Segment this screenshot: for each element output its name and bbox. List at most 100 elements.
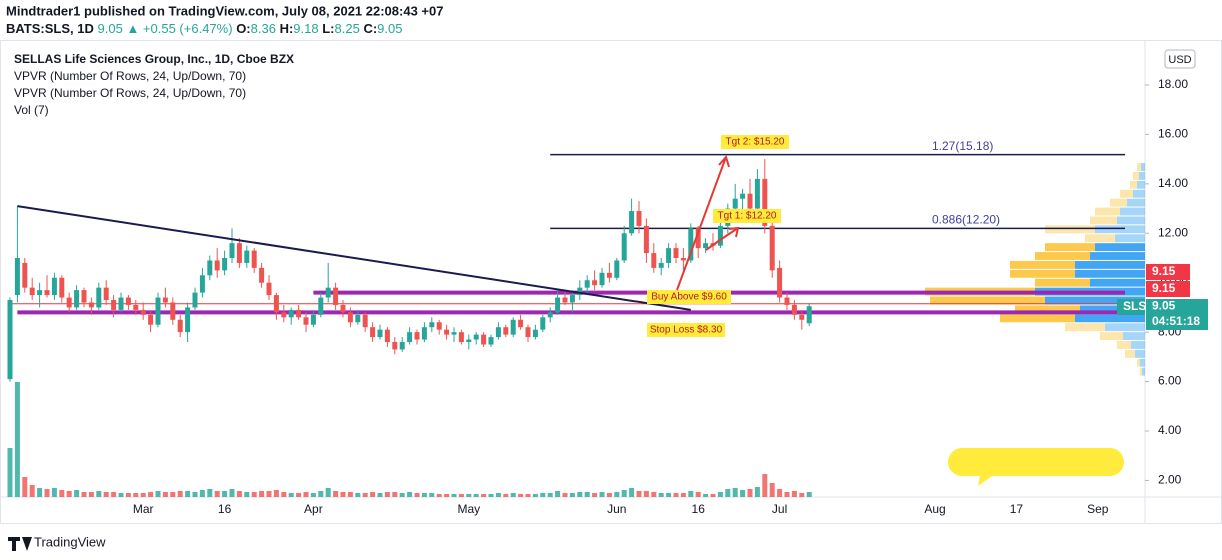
volume-bar	[288, 493, 294, 497]
footer[interactable]: TradingView	[34, 534, 106, 549]
volume-bar	[103, 492, 109, 497]
volume-bar	[777, 489, 783, 497]
symbol: BATS:SLS, 1D	[6, 21, 94, 36]
callout: Buy Above $9.60	[651, 292, 727, 303]
candle-body	[629, 211, 635, 234]
ohlc-value: 8.25	[335, 21, 360, 36]
volume-bar	[429, 493, 435, 497]
volume-bar	[170, 492, 176, 497]
vpvr-up	[1135, 349, 1145, 358]
last: 9.05	[98, 21, 123, 36]
candle-body	[599, 272, 605, 286]
tv-logo[interactable]	[8, 537, 32, 551]
volume-bar	[199, 490, 205, 497]
ohlc-value: 8.36	[251, 21, 276, 36]
candle-body	[429, 322, 435, 328]
candle-body	[207, 260, 213, 276]
vpvr-up	[1137, 180, 1145, 189]
candle-body	[614, 260, 620, 278]
vpvr-down	[1065, 323, 1105, 332]
volume-bar	[236, 491, 242, 497]
volume-bar	[347, 492, 353, 497]
volume-bar	[606, 493, 612, 497]
vpvr-up	[1075, 314, 1145, 323]
volume-bar	[503, 494, 509, 497]
candle-body	[769, 225, 775, 271]
volume-bar	[651, 492, 657, 497]
candle-body	[162, 297, 168, 303]
volume-bar	[325, 488, 331, 497]
candle-body	[303, 317, 309, 325]
vpvr-up	[1075, 260, 1145, 269]
x-tick-label: Mar	[133, 502, 154, 516]
candle-body	[606, 272, 612, 278]
x-tick-label: Aug	[924, 502, 945, 516]
candle-body	[695, 228, 701, 249]
volume-bar	[340, 492, 346, 497]
volume-bar	[540, 493, 546, 497]
volume-bar	[518, 494, 524, 497]
candle-body	[732, 198, 738, 209]
candle-body	[370, 327, 376, 338]
level-label: 0.886(12.20)	[932, 213, 1000, 227]
ohlc-value: 9.18	[293, 21, 318, 36]
vpvr-up	[1141, 163, 1145, 171]
vpvr-down	[1120, 189, 1133, 198]
volume-bar	[281, 492, 287, 497]
price-tag	[1146, 264, 1190, 280]
callout: Stop Loss $8.30	[650, 325, 723, 336]
candle-body	[222, 257, 228, 271]
volume-bar	[244, 492, 250, 497]
candle-body	[185, 307, 191, 333]
volume-bar	[532, 494, 538, 497]
y-tick-label: 4.00	[1158, 423, 1182, 437]
candle-body	[555, 297, 561, 313]
volume-bar	[192, 492, 198, 497]
candle-body	[473, 334, 479, 340]
vpvr-down	[1010, 260, 1075, 269]
volume-bar	[547, 493, 553, 497]
price-tag	[1146, 281, 1190, 297]
vpvr-down	[1117, 341, 1131, 349]
candle-body	[362, 314, 368, 328]
candle-body	[466, 339, 472, 343]
candle-body	[754, 178, 760, 209]
candle-body	[37, 290, 43, 296]
volume-bar	[473, 494, 479, 497]
volume-bar	[125, 493, 131, 497]
y-tick-label: 6.00	[1158, 374, 1182, 388]
vpvr-up	[1080, 305, 1145, 314]
volume-bar	[111, 492, 117, 497]
candle-body	[288, 309, 294, 318]
volume-bar	[799, 493, 805, 497]
vpvr-up	[1090, 278, 1145, 287]
candle-body	[762, 178, 768, 226]
volume-bar	[399, 493, 405, 497]
volume-bar	[569, 493, 575, 497]
volume-bar	[629, 488, 635, 497]
vpvr-down	[1133, 171, 1139, 180]
candle-body	[29, 287, 35, 296]
volume-bar	[488, 494, 494, 497]
candle-body	[74, 290, 80, 308]
legend-item: SELLAS Life Sciences Group, Inc., 1D, Cb…	[14, 52, 294, 66]
volume-bar	[495, 493, 501, 497]
candle-body	[199, 275, 205, 293]
price-tag	[1146, 314, 1208, 330]
volume-bar	[59, 490, 65, 497]
vpvr-up	[1139, 171, 1145, 180]
volume-bar	[384, 492, 390, 497]
trendline	[17, 205, 691, 311]
volume-bar	[754, 487, 760, 497]
candle-body	[747, 193, 753, 209]
volume-bar	[562, 493, 568, 497]
volume-bar	[7, 448, 13, 497]
x-tick-label: 17	[1010, 502, 1024, 516]
vpvr-down	[1137, 163, 1141, 171]
candle-body	[503, 327, 509, 335]
candle-body	[436, 322, 442, 330]
x-tick-label: 16	[218, 502, 232, 516]
legend-item: VPVR (Number Of Rows, 24, Up/Down, 70)	[14, 69, 246, 83]
candle-body	[666, 248, 672, 263]
volume-bar	[806, 492, 812, 497]
